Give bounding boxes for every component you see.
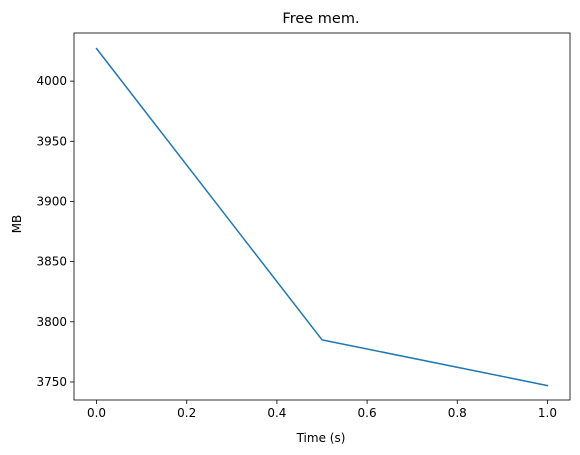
- y-tick-label: 3900: [36, 194, 67, 208]
- x-tick-label: 0.2: [177, 406, 196, 420]
- y-axis-label: MB: [10, 215, 24, 234]
- x-tick-label: 1.0: [538, 406, 557, 420]
- y-axis: 3750 3800 3850 3900 3950 4000: [36, 74, 74, 389]
- y-tick-label: 3750: [36, 375, 67, 389]
- x-axis-label: Time (s): [296, 431, 346, 445]
- x-tick-label: 0.8: [448, 406, 467, 420]
- y-tick-label: 3850: [36, 255, 67, 269]
- plot-frame: [73, 32, 571, 401]
- y-tick-label: 3950: [36, 134, 67, 148]
- series-line: [95, 47, 549, 387]
- x-tick-label: 0.0: [87, 406, 106, 420]
- chart-title: Free mem.: [282, 11, 359, 27]
- plot-area: 0.0 0.2 0.4 0.6 0.8 1.0 3750 3800 3850 3900 3950 4…: [36, 32, 571, 420]
- x-tick-label: 0.4: [267, 406, 286, 420]
- y-tick-label: 3800: [36, 315, 67, 329]
- x-tick-label: 0.6: [358, 406, 377, 420]
- x-axis: 0.0 0.2 0.4 0.6 0.8 1.0: [87, 400, 557, 420]
- y-tick-label: 4000: [36, 74, 67, 88]
- series-group: [95, 47, 549, 387]
